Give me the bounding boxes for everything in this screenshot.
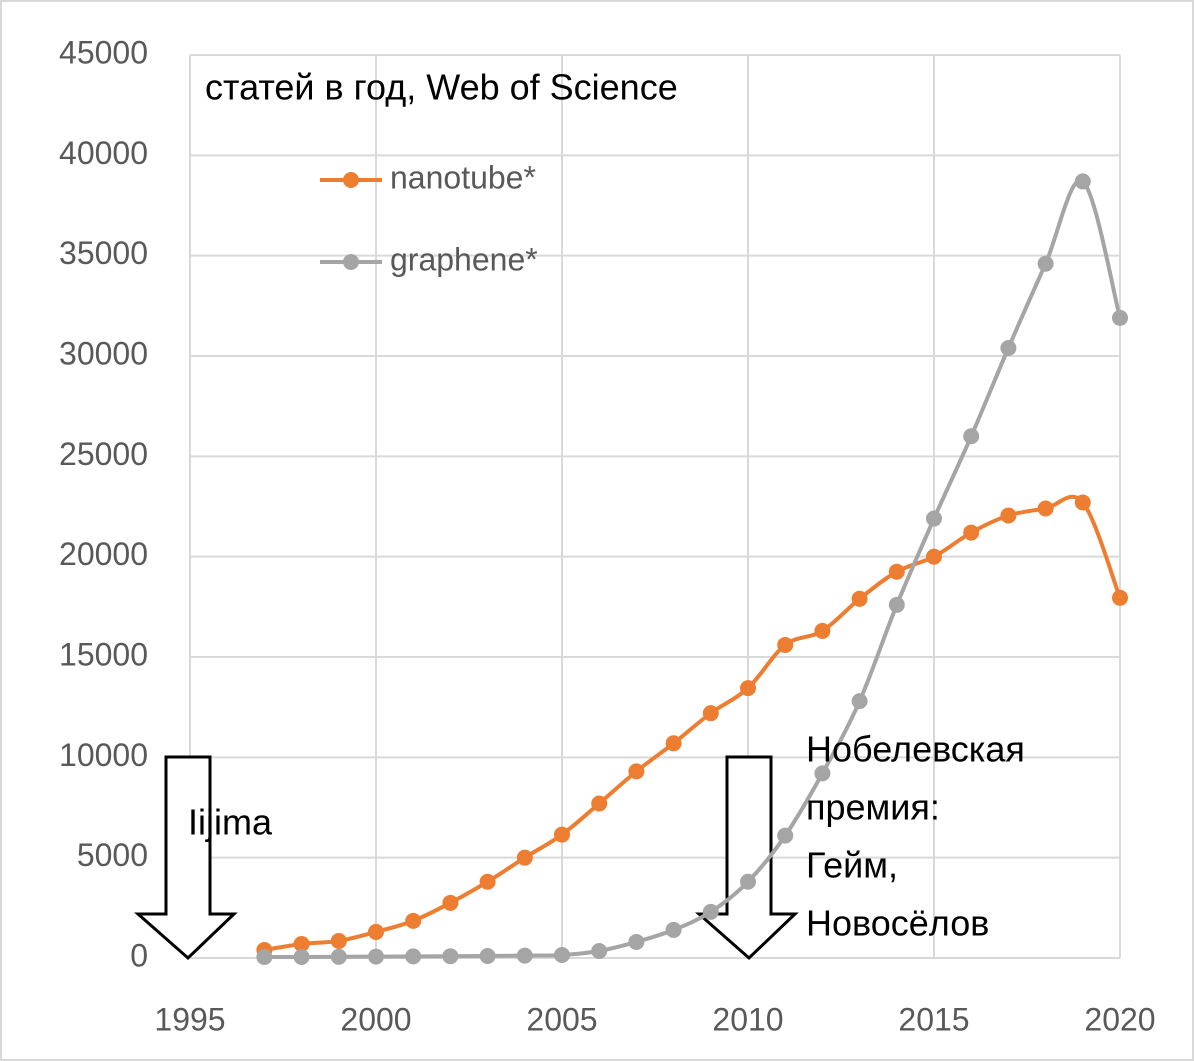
data-point [516,849,533,866]
data-point [479,947,496,964]
data-point [405,948,422,965]
annotation: премия: [806,787,940,828]
y-tick-label: 35000 [59,235,148,271]
arrow [134,755,238,961]
legend-label: nanotube* [390,159,536,195]
data-point [293,948,310,965]
data-point [628,933,645,950]
data-point [851,693,868,710]
x-tick-label: 2010 [712,1001,783,1037]
data-point [554,826,570,843]
annotation: Iijima [188,802,273,843]
data-point [963,428,980,445]
data-point [777,636,794,653]
data-point [1112,589,1128,606]
legend-marker [343,172,359,188]
arrows [134,755,799,961]
data-point [591,795,608,812]
legend-label: graphene* [390,241,538,277]
data-point [814,622,831,639]
x-tick-label: 2000 [340,1001,411,1037]
data-point [1000,507,1017,524]
data-point [1000,339,1017,356]
data-point [702,903,719,920]
data-point [330,932,347,949]
annotation: Гейм, [806,845,898,886]
y-tick-label: 30000 [59,335,148,371]
data-point [442,894,459,911]
data-point [702,705,719,722]
data-point [1074,494,1091,511]
chart-title: статей в год, Web of Science [205,67,678,108]
plot [256,173,1128,965]
y-tick-label: 25000 [59,436,148,472]
data-point [516,947,533,964]
arrow [695,755,799,961]
legend-marker [343,254,359,270]
x-tick-label: 2020 [1084,1001,1155,1037]
x-tick-label: 2005 [526,1001,597,1037]
grid [189,54,1121,959]
data-point [888,596,905,613]
data-point [554,946,570,963]
y-tick-label: 5000 [77,837,148,873]
data-point [665,921,682,938]
data-point [1074,173,1091,190]
data-point [405,912,422,929]
data-point [926,510,942,527]
data-point [1112,309,1128,326]
data-point [591,942,608,959]
annotation: Новосёлов [806,903,989,944]
y-tick-label: 15000 [59,636,148,672]
y-tick-label: 0 [130,937,148,973]
data-point [665,735,682,752]
data-point [293,935,310,952]
data-point [851,590,868,607]
data-point [777,827,794,844]
data-point [1037,255,1054,272]
x-tick-label: 1995 [154,1001,225,1037]
y-tick-label: 20000 [59,536,148,572]
data-point [256,948,273,965]
x-tick-label: 2015 [898,1001,969,1037]
data-point [814,765,831,782]
data-point [368,948,384,965]
data-point [368,923,384,940]
data-point [479,873,496,890]
data-point [330,948,347,965]
data-point [1037,500,1054,517]
data-point [628,763,645,780]
data-point [963,524,980,541]
annotation: Нобелевская [806,729,1025,770]
y-tick-label: 45000 [59,34,148,70]
data-point [442,948,459,965]
data-point [740,680,756,697]
data-point [888,563,905,580]
data-point [926,548,942,565]
y-tick-label: 10000 [59,737,148,773]
y-tick-label: 40000 [59,135,148,171]
data-point [740,873,756,890]
